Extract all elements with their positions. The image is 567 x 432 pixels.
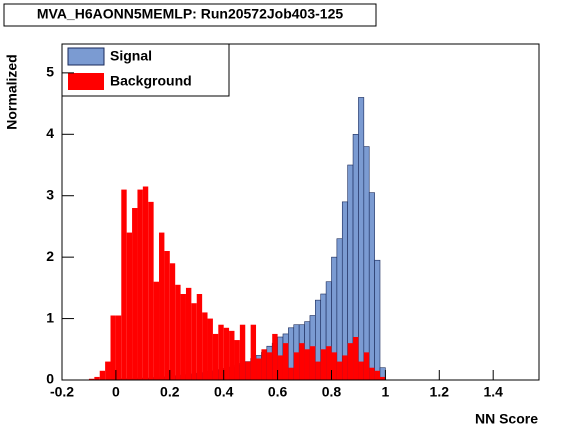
x-tick-label: -0.2 (50, 384, 74, 400)
bar (315, 361, 321, 380)
bar (369, 367, 375, 380)
bar (132, 208, 138, 380)
y-axis-label: Normalized (4, 54, 20, 129)
x-axis-label: NN Score (475, 411, 538, 427)
bar (121, 189, 127, 380)
y-tick-label: 0 (46, 371, 54, 387)
x-tick-label: 0.6 (268, 384, 288, 400)
bar (234, 340, 240, 380)
bar (137, 189, 143, 380)
bar (99, 370, 106, 380)
x-tick-label: 1.2 (430, 384, 450, 400)
bar (164, 251, 170, 380)
bar (336, 361, 343, 380)
x-tick-label: 0.4 (214, 384, 234, 400)
legend-label: Signal (110, 48, 152, 64)
y-tick-label: 5 (46, 64, 54, 80)
bar (363, 352, 370, 380)
bar (326, 346, 332, 380)
bar (277, 355, 283, 380)
x-tick-label: 1 (381, 384, 389, 400)
bar (239, 324, 246, 380)
bar (288, 367, 294, 380)
bar (380, 376, 386, 380)
x-tick-label: 0.8 (322, 384, 342, 400)
y-tick-label: 3 (46, 186, 54, 202)
bar (223, 327, 230, 380)
x-tick-label: 0.2 (160, 384, 180, 400)
bar (207, 318, 213, 380)
bar (282, 343, 289, 380)
bar (266, 352, 273, 380)
bar (368, 192, 375, 381)
bar (202, 312, 208, 380)
title-box (3, 3, 377, 27)
bar (142, 186, 149, 380)
bar (358, 97, 365, 381)
bar (191, 303, 197, 380)
bar (169, 263, 176, 380)
bar (331, 352, 337, 380)
bar (110, 315, 116, 380)
legend-label: Background (110, 73, 192, 89)
bar (374, 370, 380, 380)
bar (358, 361, 364, 380)
y-tick-label: 1 (46, 309, 54, 325)
bar (159, 232, 165, 380)
bar (272, 333, 278, 380)
bar (212, 333, 219, 380)
bar (105, 361, 111, 380)
bar (218, 324, 224, 380)
bar (347, 343, 354, 380)
bar (336, 238, 343, 381)
bar (115, 315, 122, 380)
bar (363, 146, 370, 381)
x-tick-label: 0 (112, 384, 120, 400)
legend: Signal Background (61, 43, 230, 97)
bar (304, 349, 310, 380)
bar (299, 343, 305, 380)
bar (148, 201, 154, 380)
bar (88, 378, 95, 380)
bar (153, 281, 160, 380)
bar (309, 346, 316, 380)
legend-swatch (67, 47, 105, 66)
bar (293, 352, 300, 380)
bar (250, 324, 257, 380)
chart-title: MVA_H6AONN5MEMLP: Run20572Job403-125 (37, 6, 343, 22)
bar (245, 361, 251, 380)
bar (256, 358, 262, 380)
bar (353, 337, 359, 380)
bar (126, 232, 133, 380)
bar (320, 349, 327, 380)
frame (61, 43, 540, 381)
bar (229, 330, 235, 380)
plot-area (88, 97, 386, 381)
bar (180, 294, 186, 380)
bar (185, 287, 192, 380)
bar (341, 201, 348, 381)
bar (196, 294, 203, 380)
bar (374, 259, 381, 381)
bar (175, 284, 181, 380)
legend-swatch (68, 73, 104, 90)
y-tick-label: 4 (46, 125, 54, 141)
x-tick-label: 1.4 (483, 384, 503, 400)
bar (261, 349, 267, 380)
bar (94, 376, 100, 380)
bar (342, 355, 348, 380)
y-tick-label: 2 (46, 248, 54, 264)
